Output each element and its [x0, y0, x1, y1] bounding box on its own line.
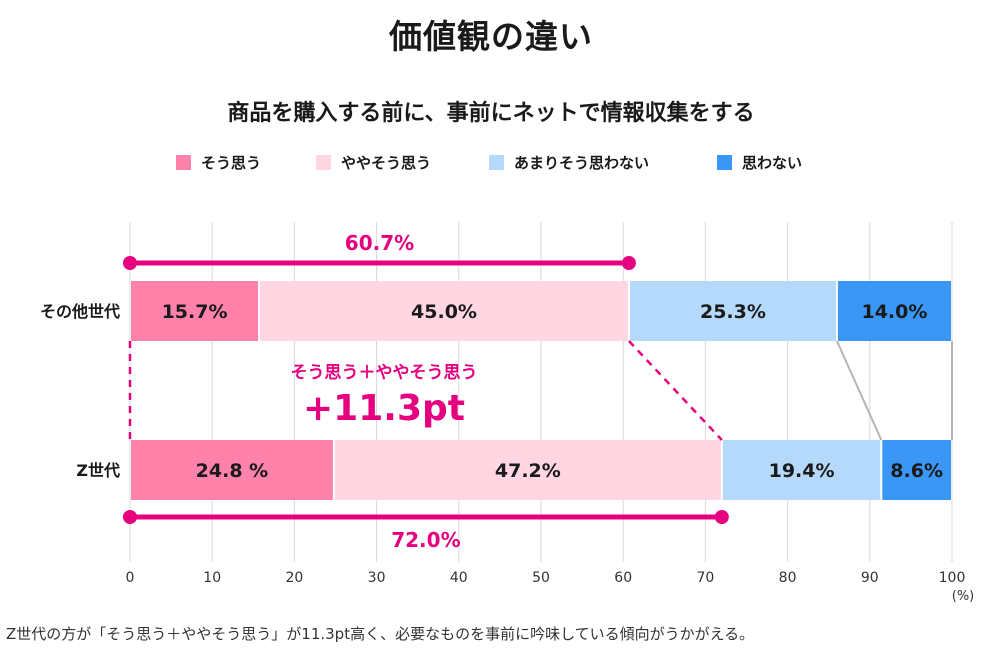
bracket-label: 60.7%	[345, 231, 414, 255]
bracket-endpoint	[123, 510, 137, 524]
x-tick-label: 60	[614, 570, 632, 586]
chart-subtitle: 商品を購入する前に、事前にネットで情報収集をする	[227, 101, 755, 126]
legend-item-somewhat-agree: ややそう思う	[316, 152, 431, 173]
legend-swatch-somewhat-disagree	[489, 155, 504, 170]
x-tick-label: 50	[532, 570, 550, 586]
x-tick-label: 40	[450, 570, 468, 586]
x-tick-label: 80	[779, 570, 797, 586]
bracket-endpoint	[123, 256, 137, 270]
bar-value-label: 15.7%	[162, 301, 228, 323]
chart-caption: Z世代の方が「そう思う＋ややそう思う」が11.3pt高く、必要なものを事前に吟味…	[6, 625, 755, 643]
bar-segment	[882, 440, 951, 500]
bar-value-label: 47.2%	[495, 460, 561, 482]
connector-dashed-agree	[628, 340, 723, 441]
bar-segment	[334, 440, 721, 500]
bar-value-label: 24.8 %	[196, 460, 269, 482]
legend-label-somewhat-agree: ややそう思う	[341, 154, 432, 172]
category-label: その他世代	[40, 302, 120, 321]
x-tick-label: 70	[696, 570, 714, 586]
legend-item-strongly-agree: そう思う	[176, 152, 261, 173]
annotation-label: そう思う＋ややそう思う	[291, 363, 478, 383]
x-unit-label: (%)	[952, 589, 975, 604]
legend-swatch-strongly-agree	[176, 155, 191, 170]
x-tick-label: 90	[861, 570, 879, 586]
page-title: 価値観の違い	[389, 17, 593, 56]
legend-item-somewhat-disagree: あまりそう思わない	[489, 152, 649, 173]
legend-item-disagree: 思わない	[717, 152, 802, 173]
bar-segment	[629, 281, 836, 341]
x-tick-label: 20	[285, 570, 303, 586]
annotation-value: +11.3pt	[303, 388, 465, 429]
bar-value-label: 45.0%	[411, 301, 477, 323]
bracket-endpoint	[714, 510, 729, 524]
bar-value-label: 25.3%	[700, 301, 766, 323]
x-tick-label: 100	[939, 570, 966, 586]
x-tick-label: 0	[126, 570, 135, 586]
bracket-endpoint	[621, 256, 636, 270]
bar-value-label: 8.6%	[890, 460, 943, 482]
bar-value-label: 14.0%	[861, 301, 927, 323]
legend-label-strongly-agree: そう思う	[201, 154, 262, 172]
legend-swatch-somewhat-agree	[316, 155, 331, 170]
legend-label-somewhat-disagree: あまりそう思わない	[514, 154, 650, 172]
bar-segment	[837, 281, 951, 341]
bar-value-label: 19.4%	[769, 460, 835, 482]
bar-segment	[260, 281, 628, 341]
connector-line-disagree	[836, 340, 883, 441]
stacked-bar-chart: 0 10 20 30 40 50 60 70 80 90 100 (%) その他世代 Z世代 15.7% 45…	[40, 222, 975, 604]
category-label: Z世代	[76, 461, 120, 480]
x-tick-label: 30	[368, 570, 386, 586]
legend-label-disagree: 思わない	[742, 154, 803, 172]
bar-segment	[722, 440, 881, 500]
chart-legend: そう思う ややそう思う あまりそう思わない 思わない	[0, 152, 982, 180]
legend-swatch-disagree	[717, 155, 732, 170]
x-tick-label: 10	[203, 570, 221, 586]
bar-segment	[131, 440, 333, 500]
bracket-label: 72.0%	[391, 528, 460, 552]
bar-segment	[131, 281, 259, 341]
